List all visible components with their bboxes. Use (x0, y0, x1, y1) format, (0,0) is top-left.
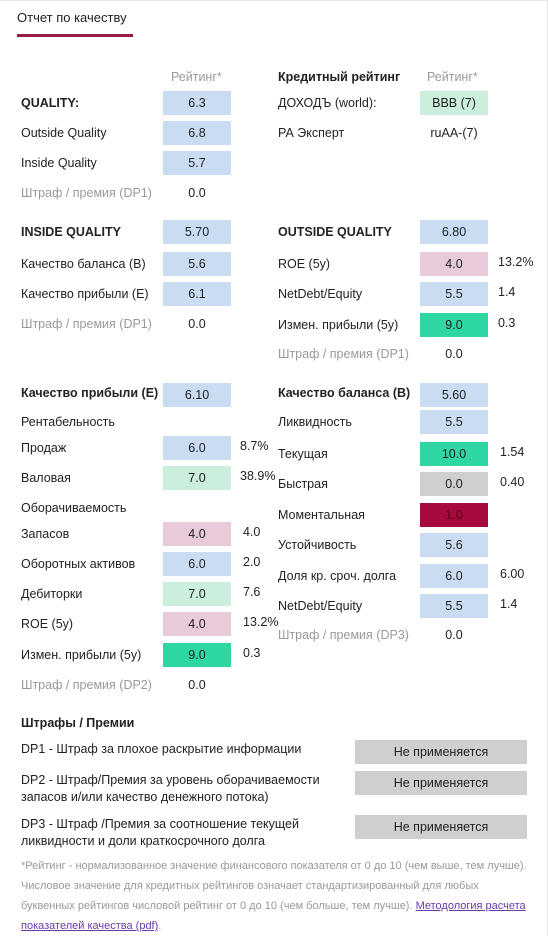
outside-quality-row-0-value: 6.80 (420, 220, 488, 244)
inside-quality-row-0-value: 5.70 (163, 220, 231, 244)
turnover-row-1-label: Оборотных активов (21, 557, 136, 571)
liquidity-row-label: Ликвидность (278, 415, 352, 429)
liquidity-sub-row-0-extra: 1.54 (500, 445, 525, 459)
dp2-penalty-label: Штраф / премия (DP2) (21, 678, 152, 692)
liquidity-row-value: 5.5 (420, 410, 488, 434)
credit-row-1-value: ruAA-(7) (430, 126, 478, 140)
turnover-row-2-value: 7.0 (163, 582, 231, 606)
turnover-row-3-value: 4.0 (163, 612, 231, 636)
outside-quality-row-2-extra: 1.4 (498, 285, 516, 299)
profitability-row-0-value: 6.0 (163, 436, 231, 460)
stability-row-label: Устойчивость (278, 538, 357, 552)
outside-quality-row-0-label: OUTSIDE QUALITY (278, 225, 392, 239)
footnote-link-suffix: . (158, 920, 162, 932)
profitability-row-1-value: 7.0 (163, 466, 231, 490)
turnover-row-1-extra: 2.0 (243, 555, 261, 569)
turnover-row-3-label: ROE (5y) (21, 617, 74, 631)
outside-quality-row-4-value: 0.0 (445, 347, 463, 361)
penalties-title: Штрафы / Премии (21, 716, 135, 730)
liquidity-sub-row-2-value: 1.0 (420, 503, 488, 527)
turnover-row-0-label: Запасов (21, 527, 70, 541)
profitability-row-1-extra: 38.9% (240, 469, 276, 483)
quality-row-0-value: 6.3 (163, 91, 231, 115)
outside-quality-row-2-label: NetDebt/Equity (278, 287, 363, 301)
turnover-header: Оборачиваемость (21, 501, 127, 515)
liquidity-sub-row-1-value: 0.0 (420, 472, 488, 496)
turnover-row-3-extra: 13.2% (243, 615, 279, 629)
penalty-dp1-text: DP1 - Штраф за плохое раскрытие информац… (21, 742, 302, 756)
turnover-row-4-value: 9.0 (163, 643, 231, 667)
liquidity-sub-row-0-label: Текущая (278, 447, 328, 461)
quality-row-1-value: 6.8 (163, 121, 231, 145)
outside-quality-row-1-value: 4.0 (420, 252, 488, 276)
liquidity-sub-row-0-value: 10.0 (420, 442, 488, 466)
inside-quality-row-3-value: 0.0 (188, 317, 206, 331)
tab-quality-report[interactable]: Отчет по качеству (17, 10, 127, 25)
stability-sub-row-1-label: NetDebt/Equity (278, 599, 363, 613)
penalty-dp2-button[interactable]: Не применяется (355, 771, 527, 795)
stability-row-value: 5.6 (420, 533, 488, 557)
inside-quality-row-3-label: Штраф / премия (DP1) (21, 317, 152, 331)
inside-quality-row-1-label: Качество баланса (B) (21, 257, 146, 271)
balance-quality-value: 5.60 (420, 383, 488, 407)
stability-sub-row-1-value: 5.5 (420, 594, 488, 618)
penalty-dp3-text: DP3 - Штраф /Премия за соотношение текущ… (21, 817, 299, 848)
methodology-link[interactable]: Методология расчета показателей качества… (21, 900, 526, 932)
stability-sub-row-0-extra: 6.00 (500, 567, 525, 581)
turnover-row-4-label: Измен. прибыли (5y) (21, 648, 142, 662)
outside-quality-row-1-label: ROE (5y) (278, 257, 331, 271)
turnover-row-0-value: 4.0 (163, 522, 231, 546)
quality-row-2-value: 5.7 (163, 151, 231, 175)
rating-header: Рейтинг* (171, 70, 222, 84)
inside-quality-row-1-value: 5.6 (163, 252, 231, 276)
quality-row-3-label: Штраф / премия (DP1) (21, 186, 152, 200)
profitability-row-0-extra: 8.7% (240, 439, 269, 453)
liquidity-sub-row-1-label: Быстрая (278, 477, 328, 491)
outside-quality-row-3-value: 9.0 (420, 313, 488, 337)
credit-row-1-label: РА Эксперт (278, 126, 345, 140)
credit-rating-header: Рейтинг* (427, 70, 478, 84)
stability-sub-row-1-extra: 1.4 (500, 597, 518, 611)
profitability-header: Рентабельность (21, 415, 115, 429)
turnover-row-2-extra: 7.6 (243, 585, 261, 599)
outside-quality-row-3-label: Измен. прибыли (5y) (278, 318, 399, 332)
dp3-penalty-value: 0.0 (445, 628, 463, 642)
credit-row-0-label: ДОХОДЪ (world): (278, 96, 377, 110)
inside-quality-row-2-label: Качество прибыли (E) (21, 287, 149, 301)
inside-quality-row-2-value: 6.1 (163, 282, 231, 306)
liquidity-sub-row-1-extra: 0.40 (500, 475, 525, 489)
inside-quality-row-0-label: INSIDE QUALITY (21, 225, 122, 239)
tab-active-underline (17, 34, 133, 37)
stability-sub-row-0-value: 6.0 (420, 564, 488, 588)
liquidity-sub-row-2-label: Моментальная (278, 508, 365, 522)
dp2-penalty-value: 0.0 (188, 678, 206, 692)
credit-row-0-value: BBB (7) (420, 91, 488, 115)
profitability-row-1-label: Валовая (21, 471, 71, 485)
turnover-row-4-extra: 0.3 (243, 646, 261, 660)
quality-row-1-label: Outside Quality (21, 126, 107, 140)
profitability-row-0-label: Продаж (21, 441, 67, 455)
credit-rating-title: Кредитный рейтинг (278, 70, 401, 84)
penalty-dp1-button[interactable]: Не применяется (355, 740, 527, 764)
quality-row-0-label: QUALITY: (21, 96, 80, 110)
quality-row-2-label: Inside Quality (21, 156, 97, 170)
penalty-dp3-button[interactable]: Не применяется (355, 815, 527, 839)
balance-quality-title: Качество баланса (B) (278, 386, 411, 400)
outside-quality-row-3-extra: 0.3 (498, 316, 516, 330)
top-divider (0, 0, 548, 1)
footnote-text: *Рейтинг - нормализованное значение фина… (21, 860, 527, 912)
outside-quality-row-4-label: Штраф / премия (DP1) (278, 347, 409, 361)
turnover-row-0-extra: 4.0 (243, 525, 261, 539)
turnover-row-1-value: 6.0 (163, 552, 231, 576)
footnote: *Рейтинг - нормализованное значение фина… (21, 856, 531, 936)
penalty-dp2-text: DP2 - Штраф/Премия за уровень оборачивае… (21, 773, 320, 804)
quality-row-3-value: 0.0 (188, 186, 206, 200)
outside-quality-row-1-extra: 13.2% (498, 255, 534, 269)
dp3-penalty-label: Штраф / премия (DP3) (278, 628, 409, 642)
earnings-quality-title: Качество прибыли (E) (21, 386, 159, 400)
outside-quality-row-2-value: 5.5 (420, 282, 488, 306)
stability-sub-row-0-label: Доля кр. сроч. долга (278, 569, 397, 583)
turnover-row-2-label: Дебиторки (21, 587, 83, 601)
earnings-quality-value: 6.10 (163, 383, 231, 407)
